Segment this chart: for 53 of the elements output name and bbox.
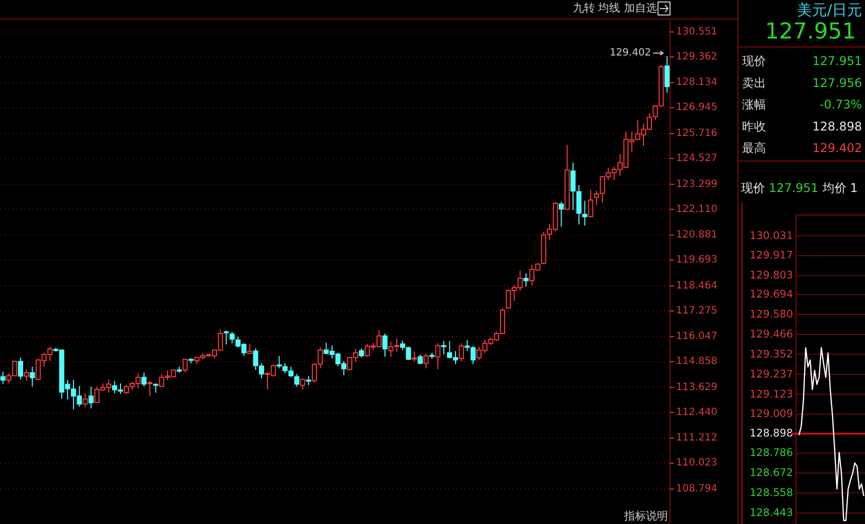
text: 涨幅 xyxy=(742,98,766,112)
text: 昨收 xyxy=(742,119,766,134)
chart-title: 现价 127.951 均价 1 xyxy=(741,181,858,195)
text: 127.951 xyxy=(812,54,862,68)
y-tick-label: 129.352 xyxy=(750,348,793,360)
y-tick-label: 129.123 xyxy=(750,388,793,400)
y-tick-label: 110.023 xyxy=(676,458,718,469)
y-tick-label: 129.917 xyxy=(750,250,793,262)
y-tick-label: 128.558 xyxy=(750,486,793,499)
y-tick-label: 128.672 xyxy=(750,467,793,480)
y-tick-label: 129.803 xyxy=(750,270,793,282)
text: 加自选 xyxy=(624,2,657,14)
annotation: 129.402 xyxy=(610,48,652,59)
text: 美元/日元 xyxy=(796,1,862,19)
y-tick-label: 129.466 xyxy=(750,328,794,340)
y-tick-label: 130.551 xyxy=(676,26,718,38)
text: 最高 xyxy=(742,141,766,156)
y-tick-label: 119.693 xyxy=(676,254,718,266)
y-tick-label: 116.047 xyxy=(676,331,718,342)
text: 卖出 xyxy=(742,76,766,90)
text: 现价 xyxy=(742,54,766,68)
y-tick-label: 128.786 xyxy=(750,447,794,460)
annotation: 指标说明 xyxy=(623,510,668,522)
y-tick-label: 129.362 xyxy=(676,51,718,62)
y-tick-label: 118.464 xyxy=(676,280,718,292)
y-tick-label: 128.134 xyxy=(676,77,718,88)
y-tick-label: 125.716 xyxy=(676,128,718,140)
y-tick-label: 128.443 xyxy=(750,507,793,519)
y-tick-label: 122.110 xyxy=(676,204,718,215)
y-tick-label: 108.794 xyxy=(676,484,718,495)
y-tick-label: 129.009 xyxy=(750,408,793,420)
text: 127.956 xyxy=(812,76,862,90)
y-tick-label: 129.694 xyxy=(750,288,794,301)
y-tick-label: 130.031 xyxy=(750,230,793,242)
y-tick-label: 126.945 xyxy=(676,102,718,114)
text: 127.951 xyxy=(765,20,856,44)
y-tick-label: 129.580 xyxy=(750,308,793,321)
text: 128.898 xyxy=(812,119,862,134)
text: -0.73% xyxy=(820,98,862,112)
y-tick-label: 111.212 xyxy=(676,432,718,444)
y-tick-label: 123.299 xyxy=(676,178,718,190)
text: 均线 xyxy=(597,2,620,14)
text: 129.402 xyxy=(812,141,862,156)
y-tick-label: 117.275 xyxy=(676,305,718,316)
y-tick-label: 129.237 xyxy=(750,368,793,380)
y-tick-label: 124.527 xyxy=(676,153,718,164)
line-series xyxy=(798,347,864,522)
y-tick-label: 128.898 xyxy=(750,428,793,440)
y-tick-label: 120.881 xyxy=(676,230,718,241)
text: 九转 xyxy=(573,2,595,14)
y-tick-label: 113.629 xyxy=(676,382,718,393)
y-tick-label: 112.440 xyxy=(676,406,718,418)
y-tick-label: 114.858 xyxy=(676,356,718,368)
